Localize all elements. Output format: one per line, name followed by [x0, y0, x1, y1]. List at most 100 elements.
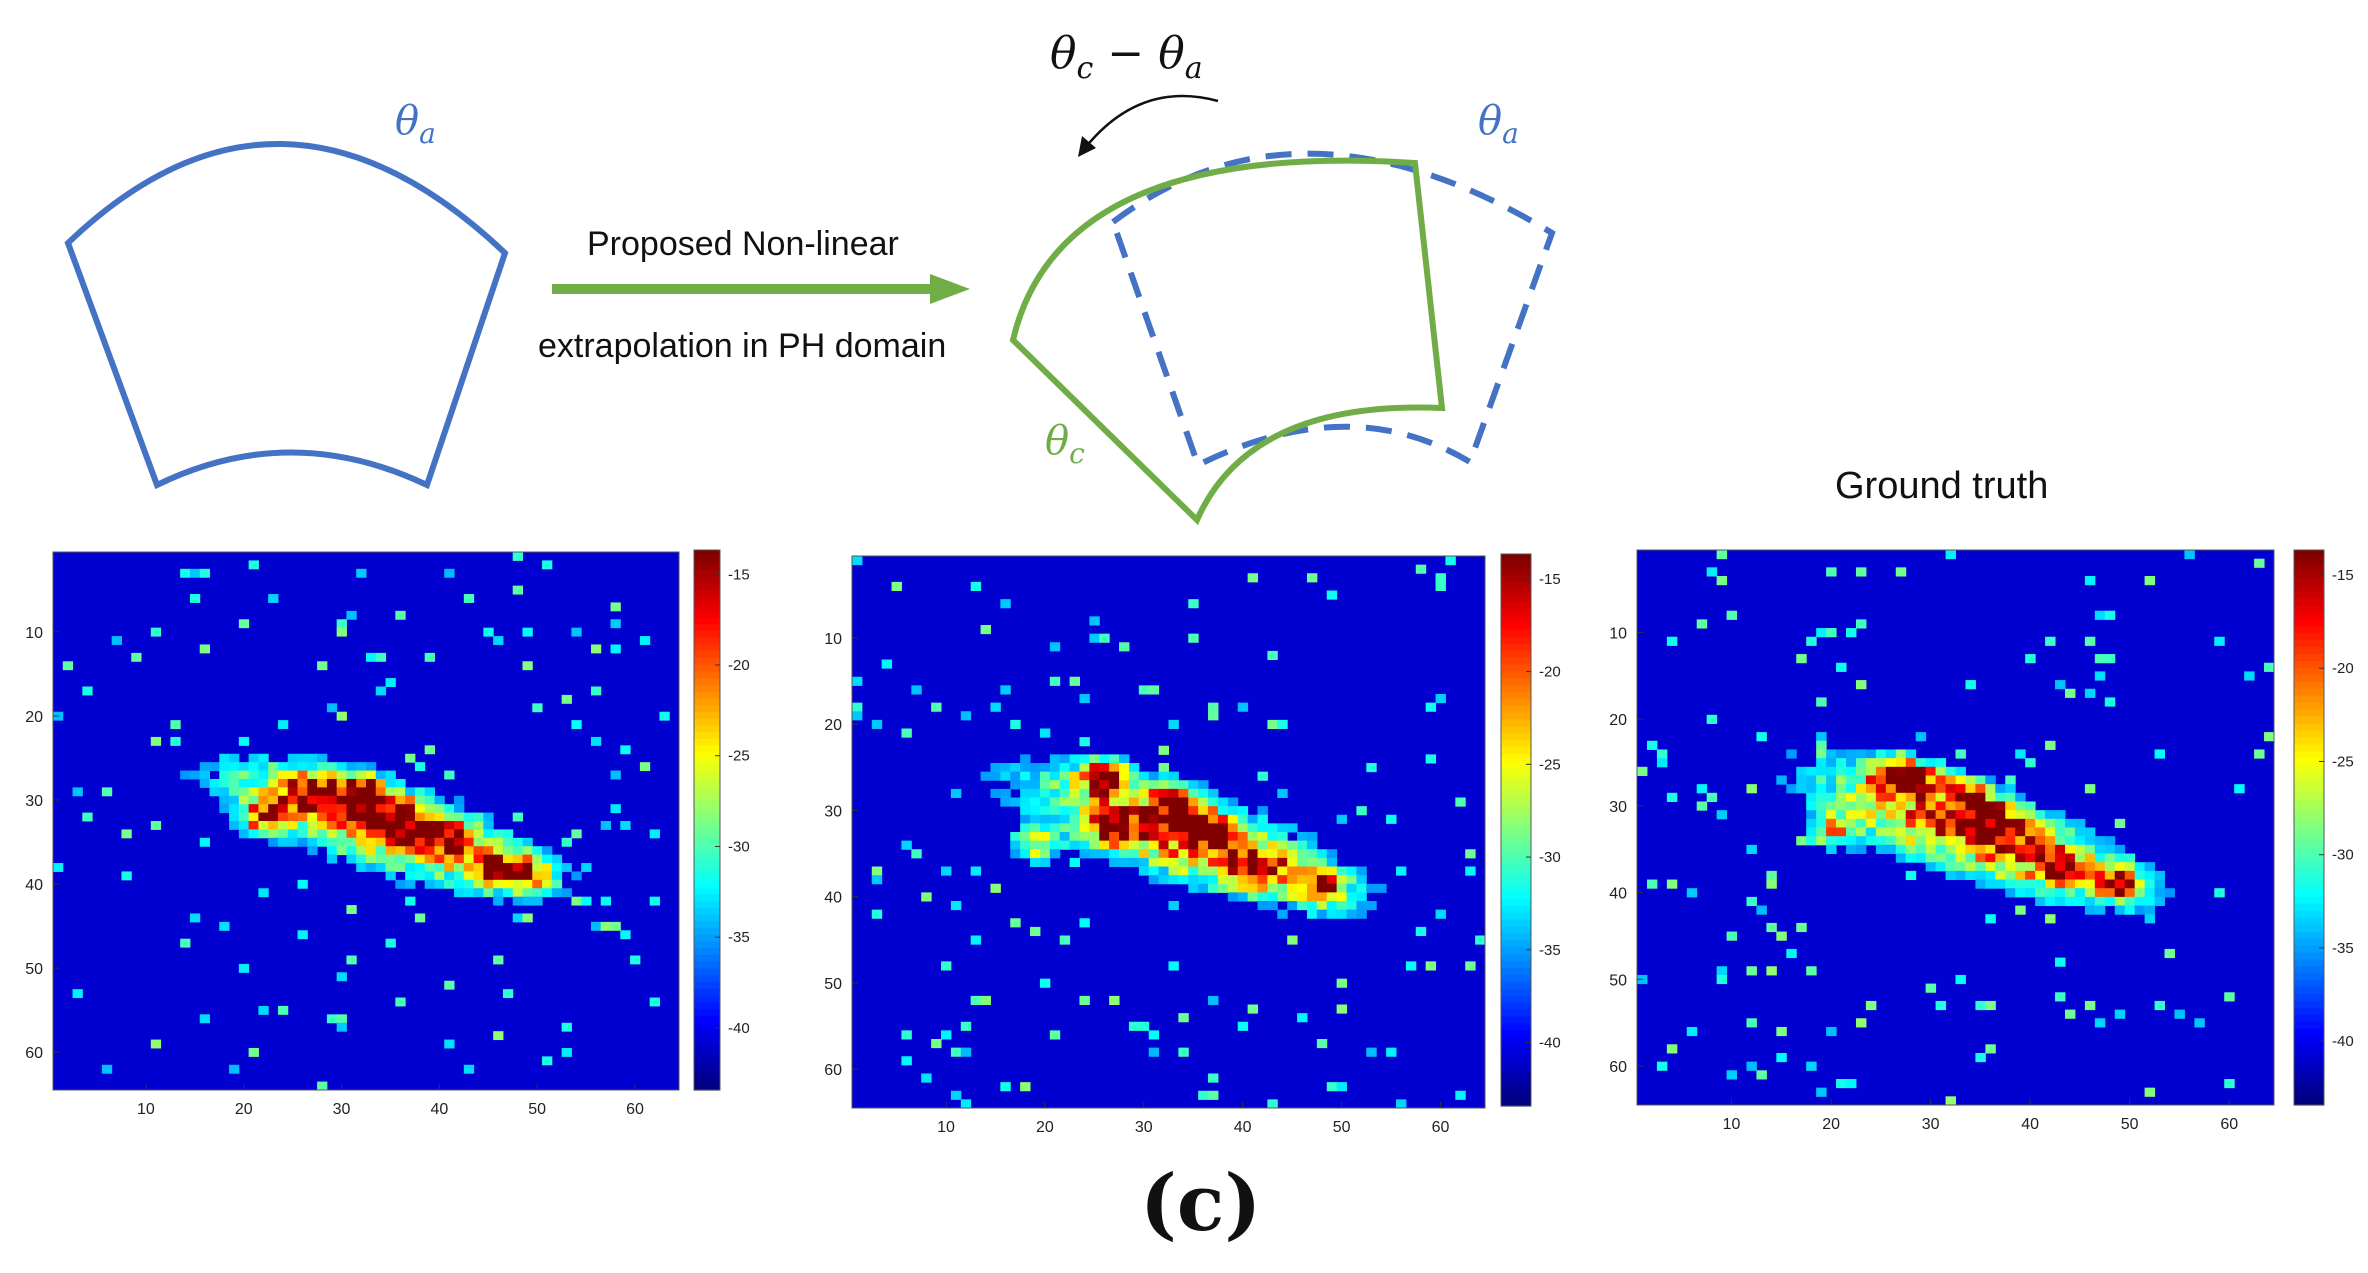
colorbar-step [694, 1056, 720, 1064]
sector-theta-a-dashed [1109, 150, 1556, 470]
colorbar-step [1501, 802, 1531, 810]
theta-a-label: θa [395, 98, 436, 150]
colorbar-step [1501, 1023, 1531, 1031]
x-tick-label: 40 [2021, 1116, 2039, 1133]
colorbar-step [2294, 820, 2324, 829]
colorbar-step [2294, 688, 2324, 697]
colorbar-step [2294, 640, 2324, 648]
colorbar-step [694, 928, 720, 936]
colorbar-step [694, 678, 720, 686]
colorbar-step [694, 610, 720, 619]
colorbar-step [1501, 705, 1531, 714]
colorbar-step [1501, 664, 1531, 672]
x-tick-label: 10 [1723, 1116, 1741, 1133]
colorbar-step [2294, 1042, 2324, 1051]
colorbar-step [2294, 584, 2324, 593]
colorbar-step [1501, 850, 1531, 859]
colorbar-step [1501, 719, 1531, 728]
colorbar-step [2294, 1091, 2324, 1099]
colorbar-step [1501, 616, 1531, 624]
colorbar-tick-label: -35 [728, 929, 750, 946]
colorbar-step [1501, 581, 1531, 590]
colorbar-step [2294, 1077, 2324, 1085]
colorbar-step [1501, 1016, 1531, 1024]
colorbar-step [2294, 1056, 2324, 1064]
colorbar-frame [1500, 553, 1532, 1107]
colorbar-tick-label: -25 [2332, 753, 2354, 770]
colorbar-step [2294, 952, 2324, 960]
colorbar-step [694, 759, 720, 767]
colorbar-step [1501, 823, 1531, 831]
colorbar-step [694, 799, 720, 808]
colorbar-step [2294, 598, 2324, 607]
heatmap-frame [1636, 549, 2275, 1106]
colorbar-step [1501, 1057, 1531, 1066]
colorbar-step [1501, 885, 1531, 893]
y-tick-label: 30 [824, 803, 842, 820]
colorbar-step [1501, 650, 1531, 659]
colorbar-step [2294, 605, 2324, 614]
colorbar-step [694, 766, 720, 774]
colorbar-step [694, 934, 720, 943]
colorbar-step [2294, 647, 2324, 655]
colorbar-step [1501, 995, 1531, 1004]
colorbar-step [694, 597, 720, 605]
colorbar-step [1501, 1085, 1531, 1093]
y-tick-label: 20 [25, 709, 43, 726]
colorbar-step [1501, 1071, 1531, 1079]
colorbar-step [2294, 681, 2324, 690]
colorbar-step [2294, 931, 2324, 940]
y-tick-label: 40 [1609, 886, 1627, 903]
y-tick-label: 20 [1609, 712, 1627, 729]
colorbar-step [2294, 938, 2324, 947]
colorbar-step [1501, 657, 1531, 665]
colorbar-step [2294, 994, 2324, 1002]
colorbar-tick-label: -40 [2332, 1033, 2354, 1050]
colorbar-step [2294, 730, 2324, 738]
y-tick-label: 60 [25, 1045, 43, 1062]
colorbar-step [694, 745, 720, 754]
colorbar-step [694, 1009, 720, 1017]
heatmap-frame [851, 555, 1486, 1109]
arrow-label-line1: Proposed Non-linear [587, 225, 899, 263]
colorbar-step [1501, 761, 1531, 769]
colorbar-step [1501, 671, 1531, 679]
colorbar-step [2294, 876, 2324, 884]
y-tick-label: 50 [1609, 972, 1627, 989]
colorbar-step [694, 583, 720, 592]
colorbar-step [694, 921, 720, 929]
colorbar-step [1501, 781, 1531, 790]
x-tick-label: 40 [1234, 1119, 1252, 1136]
colorbar-step [694, 691, 720, 700]
colorbar-step [694, 860, 720, 868]
colorbar-step [2294, 626, 2324, 634]
colorbar-step [694, 556, 720, 565]
colorbar-step [1501, 636, 1531, 645]
colorbar-step [694, 1083, 720, 1091]
colorbar-step [1501, 968, 1531, 976]
colorbar-step [1501, 602, 1531, 610]
colorbar-step [694, 1049, 720, 1057]
rotation-label: θc − θa [1050, 28, 1203, 86]
colorbar-step [1501, 560, 1531, 569]
heatmap-frame [52, 551, 680, 1091]
colorbar-step [694, 631, 720, 639]
colorbar-step [694, 590, 720, 598]
colorbar-step [2294, 966, 2324, 974]
colorbar-step [1501, 947, 1531, 955]
colorbar-step [1501, 692, 1531, 700]
colorbar-step [694, 772, 720, 781]
colorbar-step [694, 739, 720, 747]
colorbar-step [2294, 563, 2324, 572]
colorbar-step [694, 644, 720, 652]
colorbar-step [1501, 712, 1531, 721]
colorbar-step [1501, 767, 1531, 776]
colorbar-tick-label: -40 [1539, 1035, 1561, 1052]
colorbar-step [2294, 1028, 2324, 1037]
colorbar-step [2294, 1035, 2324, 1044]
colorbar-tick-label: -35 [2332, 940, 2354, 957]
colorbar-step [694, 813, 720, 821]
colorbar-step [1501, 623, 1531, 631]
colorbar-step [2294, 1000, 2324, 1009]
colorbar-step [694, 887, 720, 895]
